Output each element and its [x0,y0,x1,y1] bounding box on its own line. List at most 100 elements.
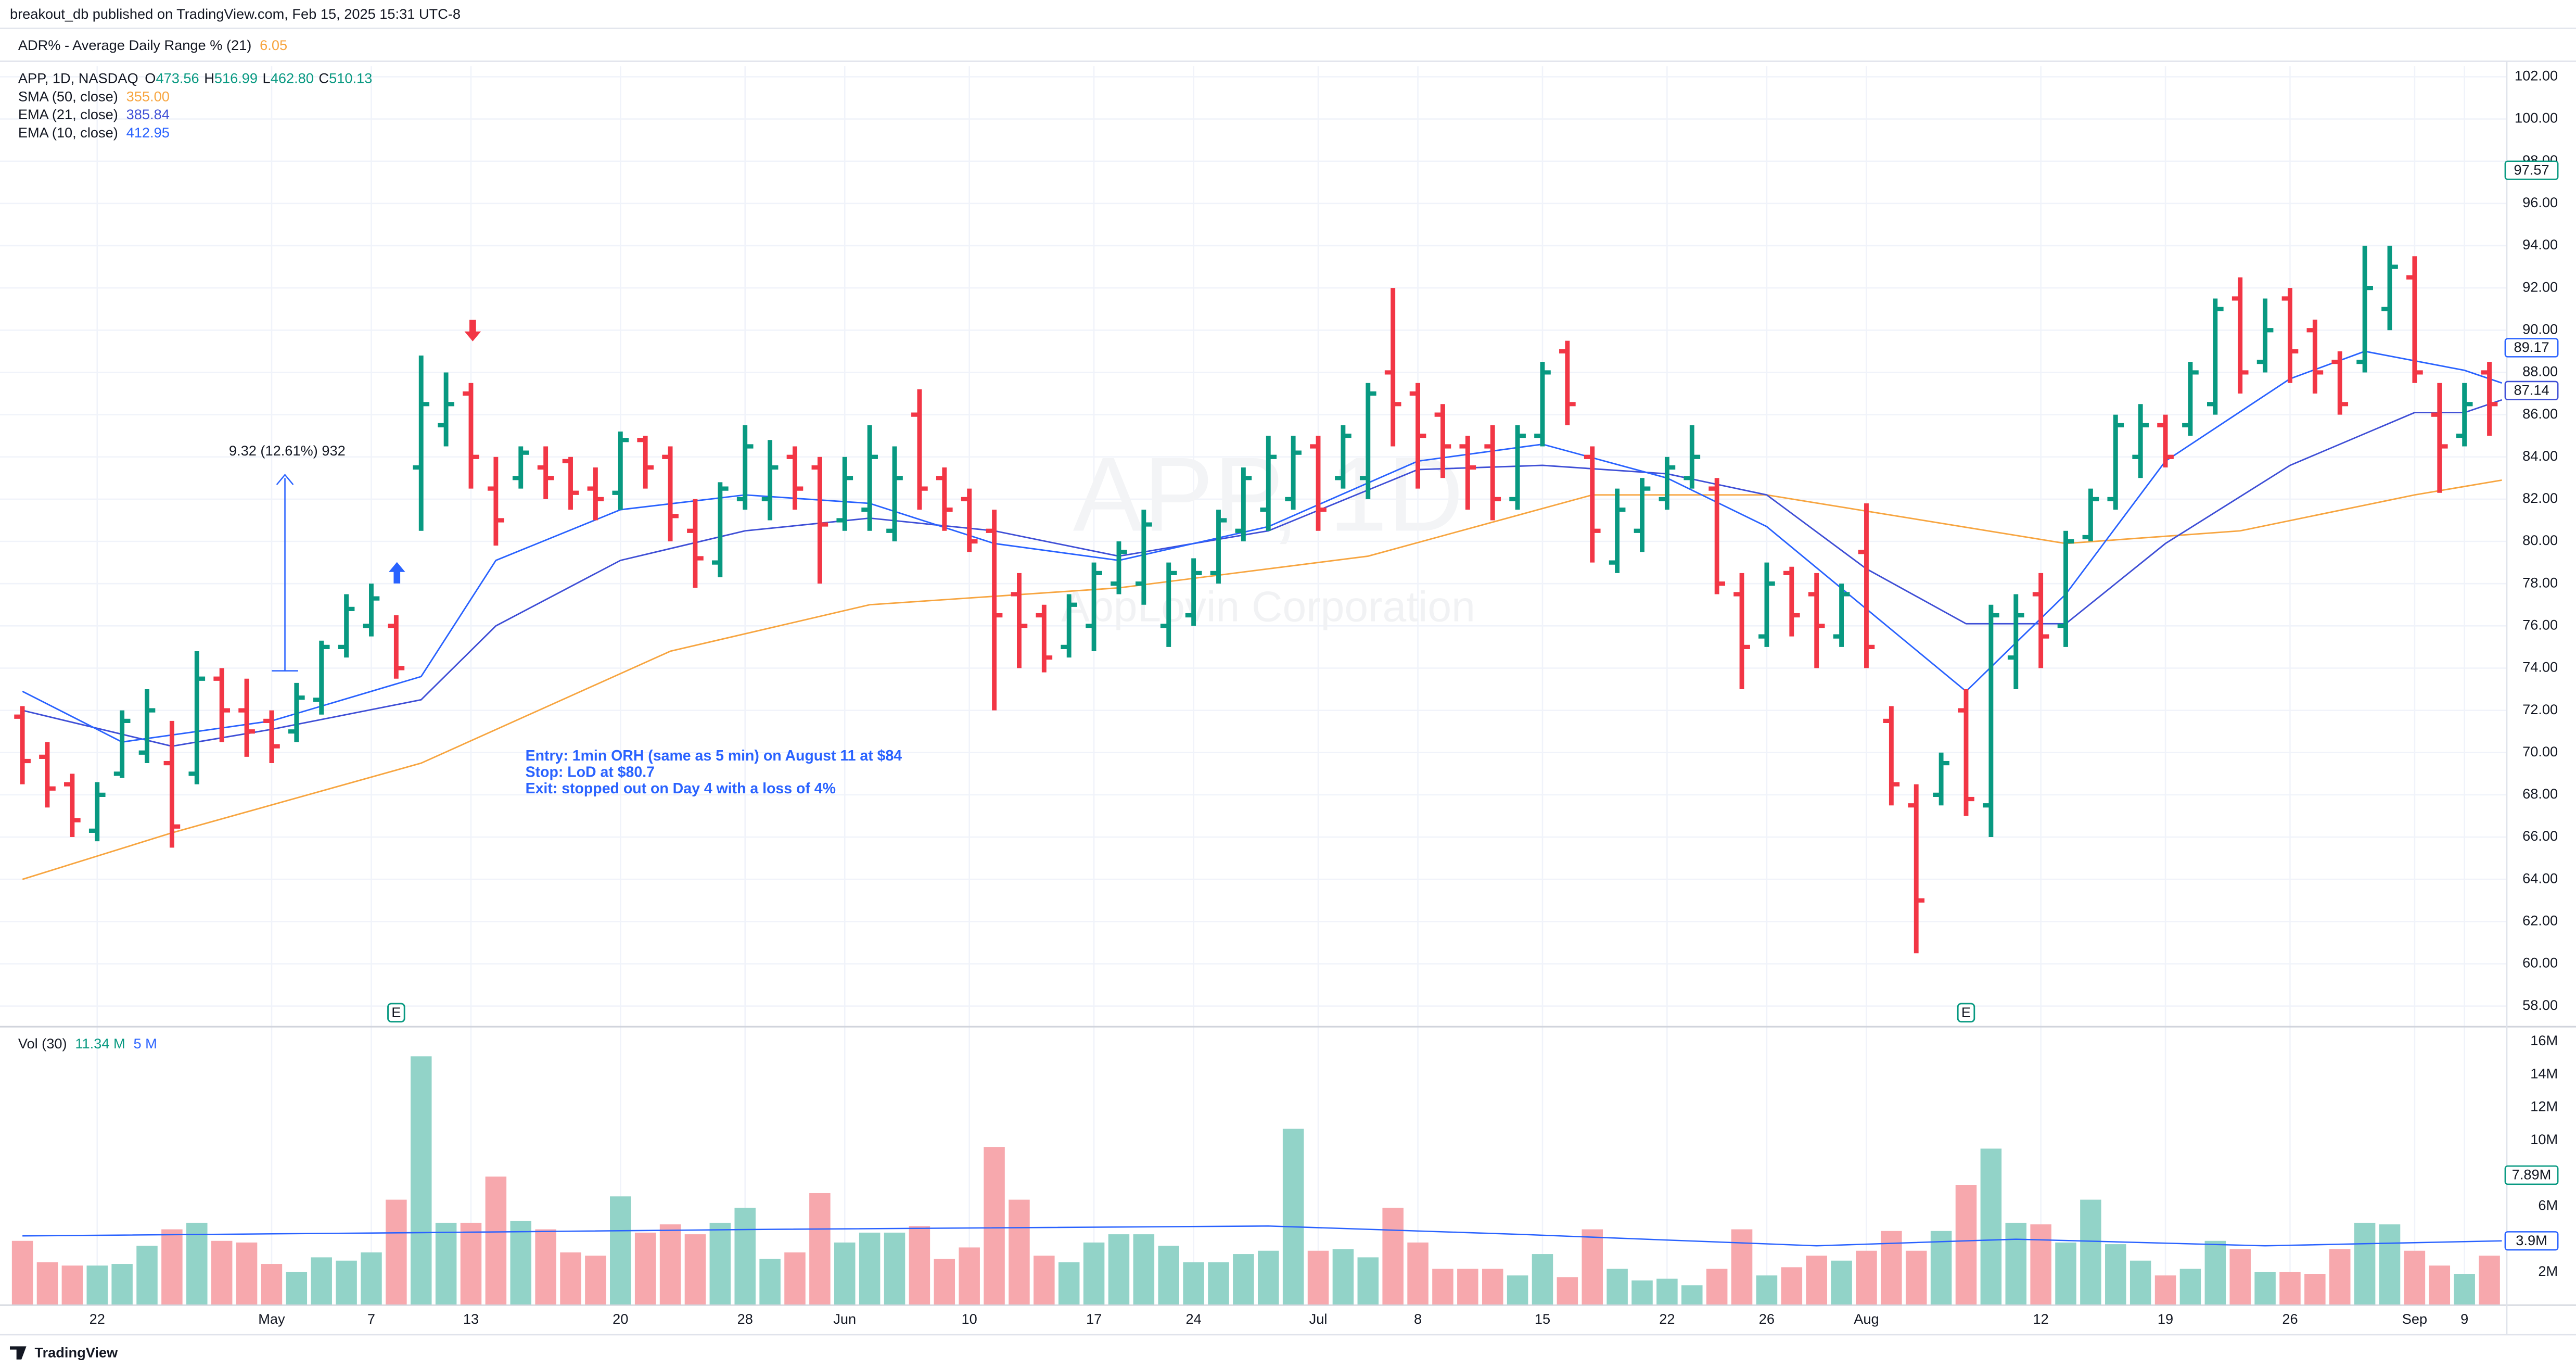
volume-bar [959,1247,980,1306]
volume-bar [386,1199,407,1306]
price-label-box [2504,1165,2559,1185]
y-tick-label: 68.00 [2522,786,2558,802]
volume-bar [1282,1129,1304,1306]
y-tick-label: 102.00 [2515,68,2558,84]
volume-bar [286,1272,308,1306]
price-label-box [2504,338,2559,358]
volume-bar [1980,1148,2002,1306]
volume-bar [1831,1260,1852,1306]
volume-bar [2404,1250,2426,1306]
logo-mark [9,1346,27,1360]
volume-bar [2479,1256,2500,1306]
volume-bar [1930,1231,1952,1306]
y-tick-label: 60.00 [2522,955,2558,971]
volume-bar [1731,1229,1753,1306]
ohlc-value: 510.13 [329,70,372,86]
volume-bar [36,1262,58,1306]
volume-bar [2129,1260,2151,1306]
y-tick-label: 72.00 [2522,701,2558,717]
y-tick-label: 84.00 [2522,448,2558,464]
volume-bar [1706,1269,1728,1306]
volume-bar [1532,1254,1553,1306]
volume-bar [2229,1249,2251,1306]
ohlc-letter: L [263,70,271,86]
volume-bar [2279,1272,2301,1306]
y-tick-label: 58.00 [2522,997,2558,1013]
measure-tool: 9.32 (12.61%) 932 [229,442,346,672]
publisher: breakout_db published on TradingView.com… [10,6,461,22]
price-label-box [2504,1231,2559,1251]
volume-bar [1905,1250,1927,1306]
volume-tick-label: 12M [2530,1098,2558,1114]
volume-bar [909,1226,930,1306]
volume-value: 11.34 M [75,1035,125,1052]
volume-bar [610,1196,631,1306]
y-tick-label: 92.00 [2522,278,2558,295]
volume-bar [236,1242,258,1306]
x-tick-label: 15 [1535,1311,1550,1327]
y-tick-label: 74.00 [2522,659,2558,675]
ohlc-value: 516.99 [214,70,258,86]
volume-bar [984,1147,1005,1306]
volume-tick-label: 14M [2530,1065,2558,1081]
volume-tick-label: 16M [2530,1032,2558,1048]
volume-bar [2254,1272,2276,1306]
volume-bar [311,1257,332,1306]
volume-bar [2204,1240,2226,1306]
ohlc-value: 462.80 [271,70,314,86]
earnings-label: E [391,1004,401,1020]
volume-bar [61,1265,83,1306]
volume-bar [1357,1257,1379,1306]
y-tick-label: 100.00 [2515,110,2558,126]
y-tick-label: 90.00 [2522,321,2558,337]
volume-bar [1183,1262,1204,1306]
grid-layer [0,66,2507,1306]
indicator-name: ADR% - Average Daily Range % (21) [18,37,252,53]
volume-bar [709,1222,731,1306]
volume-bar [934,1259,955,1306]
y-tick-label: 88.00 [2522,363,2558,379]
volume-bar [2005,1222,2027,1306]
volume-bar [784,1252,806,1306]
volume-bar [734,1208,756,1306]
volume-bar [11,1240,33,1306]
note-line: Exit: stopped out on Day 4 with a loss o… [526,780,836,797]
ohlc-letter: O [145,70,156,86]
volume-bar [1881,1231,1902,1306]
volume-bar [2055,1242,2076,1306]
volume-bar [1233,1254,1254,1306]
y-tick-label: 96.00 [2522,194,2558,210]
x-tick-label: 13 [463,1311,479,1327]
indicator-name: EMA (10, close) [18,124,118,141]
volume-bar [585,1256,606,1306]
earnings-marker [1957,1003,1975,1023]
ohlc-letter: C [318,70,329,86]
x-tick-label: 22 [90,1311,105,1327]
x-tick-label: May [258,1311,285,1327]
volume-bar [659,1224,681,1306]
price-label-box [2504,381,2559,401]
volume-bar [859,1232,881,1306]
x-tick-label: 28 [737,1311,753,1327]
symbol-legend: APP, 1D, NASDAQ O473.56 H516.99 L462.80 C510… [18,70,372,86]
indicator-name: SMA (50, close) [18,88,118,104]
volume-bar [111,1264,133,1306]
measure-arrowhead [276,474,294,485]
volume-bar [809,1193,831,1306]
volume-bar [2354,1222,2376,1306]
indicator-legend: EMA (10, close) 412.95 [18,124,170,141]
volume-bar [759,1259,781,1306]
volume-bar [136,1246,158,1306]
earnings-marker [387,1003,405,1023]
x-tick-label: 22 [1659,1311,1675,1327]
moving-average [22,479,2502,880]
x-tick-label: 26 [1759,1311,1775,1327]
x-tick-label: Jun [833,1311,856,1327]
volume-bar [1606,1269,1628,1306]
note-line: Entry: 1min ORH (same as 5 min) on Augus… [526,748,902,764]
x-tick-label: 26 [2282,1311,2298,1327]
x-tick-label: 9 [2460,1311,2468,1327]
volume-bar [1208,1262,1229,1306]
watermark-name: AppLovin Corporation [1061,583,1475,630]
